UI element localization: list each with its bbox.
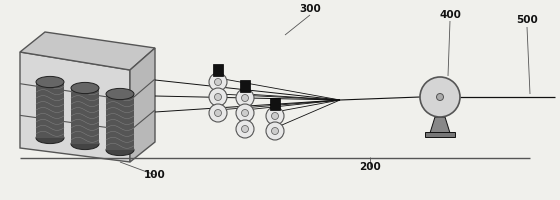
Ellipse shape: [209, 73, 227, 91]
Ellipse shape: [436, 94, 444, 100]
Bar: [270, 98, 280, 110]
Polygon shape: [20, 32, 155, 70]
Ellipse shape: [214, 78, 222, 86]
Polygon shape: [20, 52, 130, 162]
Ellipse shape: [272, 128, 278, 134]
Bar: [213, 64, 223, 76]
Ellipse shape: [209, 88, 227, 106]
Text: 100: 100: [144, 170, 166, 180]
Text: 500: 500: [516, 15, 538, 25]
Text: 200: 200: [359, 162, 381, 172]
Ellipse shape: [420, 77, 460, 117]
Ellipse shape: [241, 126, 249, 132]
Ellipse shape: [266, 107, 284, 125]
Ellipse shape: [214, 110, 222, 116]
Ellipse shape: [236, 120, 254, 138]
Ellipse shape: [71, 82, 99, 94]
Ellipse shape: [241, 110, 249, 116]
Polygon shape: [430, 117, 450, 133]
Bar: [425, 132, 455, 137]
Bar: [106, 94, 134, 150]
Polygon shape: [130, 48, 155, 162]
Ellipse shape: [36, 76, 64, 88]
Ellipse shape: [106, 144, 134, 156]
Ellipse shape: [272, 112, 278, 119]
Ellipse shape: [236, 104, 254, 122]
Bar: [71, 88, 99, 144]
Bar: [36, 82, 64, 138]
Ellipse shape: [241, 95, 249, 102]
Ellipse shape: [71, 138, 99, 150]
Bar: [240, 80, 250, 92]
Ellipse shape: [236, 89, 254, 107]
Ellipse shape: [106, 88, 134, 100]
Ellipse shape: [209, 104, 227, 122]
Text: 400: 400: [439, 10, 461, 20]
Text: 300: 300: [299, 4, 321, 14]
Ellipse shape: [214, 94, 222, 100]
Ellipse shape: [36, 132, 64, 144]
Ellipse shape: [266, 122, 284, 140]
